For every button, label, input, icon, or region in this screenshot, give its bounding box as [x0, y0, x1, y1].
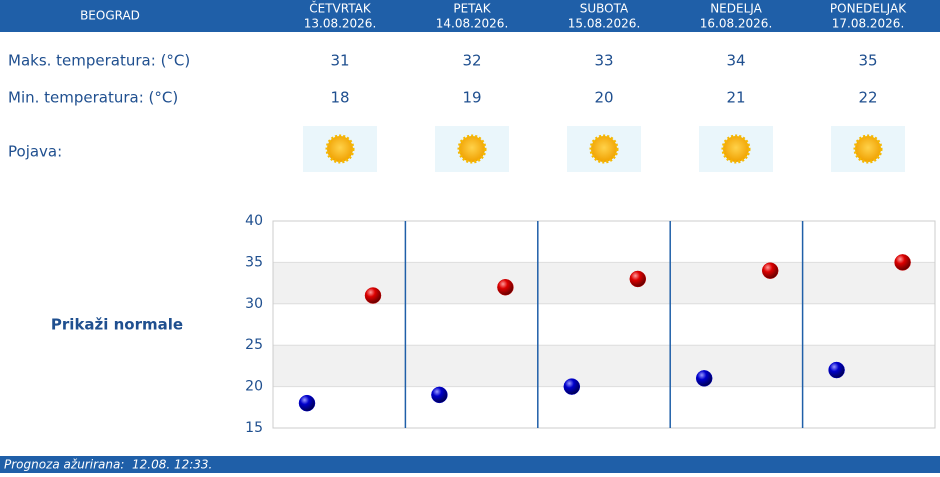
grid-band [273, 262, 935, 304]
point [695, 370, 713, 387]
plot-border [272, 220, 936, 429]
point [497, 278, 514, 296]
max-temp: 32 [462, 52, 481, 70]
header-bar [0, 0, 940, 32]
point [894, 254, 911, 271]
grid-band [273, 345, 935, 387]
point [364, 287, 382, 304]
city: BEOGRAD [80, 9, 140, 23]
y-tick-label: 25 [245, 337, 263, 353]
point [828, 361, 845, 379]
point [298, 394, 316, 412]
max-temp: 31 [330, 52, 349, 70]
footer: Prognoza ažurirana: 12.08. 12:33. [4, 458, 212, 472]
day-date: 13.08.2026. [304, 17, 377, 31]
y-tick-label: 40 [245, 213, 263, 229]
day-name: PETAK [453, 2, 491, 16]
point [563, 378, 581, 395]
y-tick-label: 30 [245, 296, 263, 312]
day-name: ČETVRTAK [309, 1, 372, 16]
sun-icon [853, 134, 883, 164]
show-normals[interactable]: Prikaži normale [51, 316, 183, 334]
day-date: 16.08.2026. [700, 17, 773, 31]
day-date: 15.08.2026. [568, 17, 641, 31]
min-temp: 20 [594, 89, 613, 107]
y-tick-label: 35 [245, 254, 263, 270]
footer-bar [0, 456, 940, 473]
point [761, 262, 779, 279]
sun-icon [325, 134, 355, 164]
day-date: 17.08.2026. [832, 17, 905, 31]
min-temp: 22 [858, 89, 877, 107]
min-temp: 21 [726, 89, 745, 107]
row-label: Min. temperatura: (°C) [8, 89, 178, 107]
day-name: NEDELJA [710, 2, 762, 16]
row-label: Pojava: [8, 143, 62, 161]
day-name: PONEDELJAK [830, 2, 907, 16]
y-tick-label: 20 [245, 379, 263, 395]
day-date: 14.08.2026. [436, 17, 509, 31]
sun-icon [457, 134, 487, 164]
point [431, 386, 448, 404]
sun-icon [589, 134, 619, 164]
max-temp: 33 [594, 52, 613, 70]
max-temp: 35 [858, 52, 877, 70]
sun-icon [721, 134, 751, 164]
min-temp: 18 [330, 89, 349, 107]
day-name: SUBOTA [580, 2, 629, 16]
min-temp: 19 [462, 89, 481, 107]
plot-area [273, 221, 935, 428]
point [629, 270, 647, 288]
y-tick-label: 15 [245, 420, 263, 436]
max-temp: 34 [726, 52, 745, 70]
row-label: Maks. temperatura: (°C) [8, 52, 190, 70]
